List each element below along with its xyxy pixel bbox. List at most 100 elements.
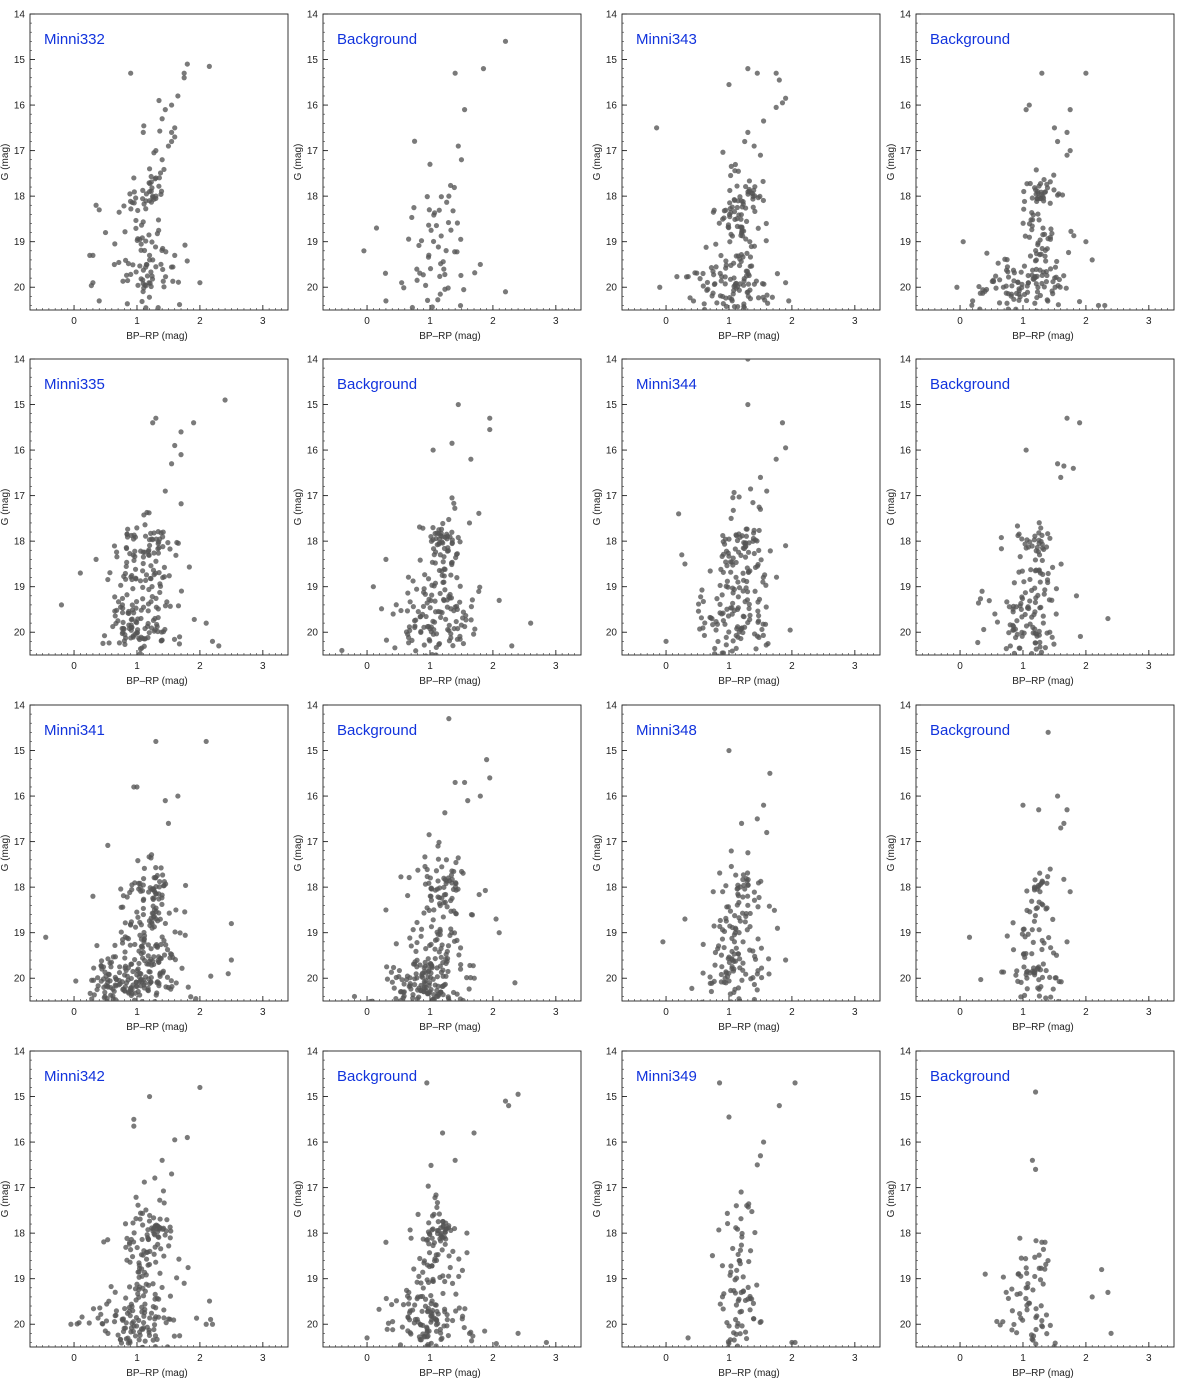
data-point [457,599,463,605]
x-tick-label: 3 [553,661,559,672]
data-point [94,942,100,949]
x-tick-label: 3 [553,1353,559,1364]
data-point [441,884,447,890]
data-point [736,494,742,500]
y-tick-label: 18 [606,883,618,894]
data-point [515,1091,521,1097]
data-point [124,531,130,537]
x-axis-label: BP–RP (mag) [126,1368,188,1379]
data-point [443,857,450,863]
data-point [424,194,430,200]
data-point [446,1253,452,1259]
y-tick-label: 15 [900,55,912,66]
data-point [737,194,743,200]
data-point [740,233,746,239]
data-point [451,908,457,914]
data-point [733,1225,739,1231]
data-point [733,1302,740,1308]
data-point [722,274,728,280]
data-point [429,1235,435,1241]
data-point [193,1315,200,1321]
data-point [689,985,695,992]
data-point [139,1236,145,1243]
data-point [1032,1166,1039,1172]
data-point [1036,530,1042,536]
data-point [425,956,431,962]
data-point [1033,1326,1039,1333]
data-point [146,232,152,238]
data-point [456,1273,462,1280]
data-point [1024,968,1031,974]
data-point [140,1319,147,1326]
data-point [162,107,168,113]
data-point [1077,633,1083,640]
data-point [453,859,459,866]
data-point [731,939,738,945]
data-point [436,567,443,574]
data-point [435,993,441,1000]
data-point [733,285,739,291]
data-point [760,178,766,185]
data-point [130,633,136,639]
x-tick-label: 2 [490,316,496,327]
data-point [177,1000,181,1001]
data-point [756,547,762,553]
data-point [763,238,769,244]
data-point [1033,1341,1039,1347]
data-point [727,214,733,220]
y-tick-label: 15 [900,1092,912,1103]
data-point [1046,934,1052,941]
data-point [145,601,152,607]
data-point [752,1229,758,1236]
x-tick-label: 0 [71,1007,77,1018]
data-point [471,1130,477,1136]
data-point [448,227,454,233]
data-point [760,1139,767,1145]
y-tick-label: 14 [14,1047,26,1058]
data-point [705,286,711,292]
data-point [452,505,458,511]
data-point [755,880,762,886]
data-point [1011,296,1017,302]
data-point [453,1291,459,1297]
y-tick-label: 20 [606,974,618,985]
data-point [105,1237,111,1243]
data-point [445,968,451,975]
data-point [157,1216,163,1222]
y-tick-label: 18 [307,537,319,548]
data-point [426,1250,433,1256]
data-point [731,275,737,281]
data-point [451,184,457,191]
data-point [745,902,751,908]
data-point [1014,523,1021,529]
data-point [454,551,460,557]
data-point [709,980,715,986]
data-point [1023,545,1029,551]
plot-frame [322,1050,582,1348]
x-tick-label: 3 [852,1353,858,1364]
data-point [747,612,753,618]
data-point [744,870,751,876]
data-point [430,917,436,923]
data-point [153,874,159,881]
data-point [131,1116,137,1122]
data-point [159,901,165,907]
data-point [512,980,518,986]
data-point [717,293,724,299]
data-point [719,1294,726,1300]
data-point [449,495,455,501]
data-point [1024,181,1030,187]
data-point [107,570,113,576]
data-point [420,1331,426,1337]
data-point [152,1291,158,1297]
data-point [695,608,702,614]
data-point [112,608,118,614]
data-point [1033,187,1039,193]
data-point [441,573,447,579]
data-point [456,1305,462,1311]
data-point [141,1310,148,1316]
data-point [1056,276,1062,283]
data-point [147,181,153,187]
